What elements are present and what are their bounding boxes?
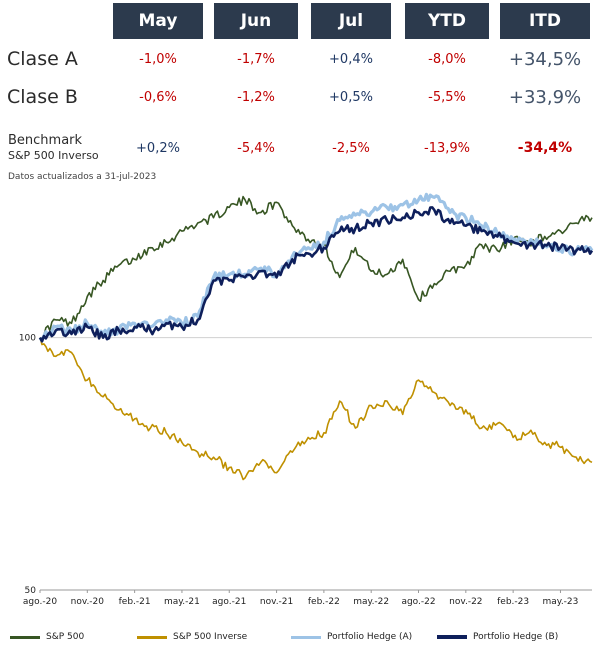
legend-swatch-portfolio-hedge-a [291, 635, 321, 639]
x-tick-label: may.-22 [353, 597, 389, 607]
benchmark-sublabel: S&P 500 Inverso [8, 149, 99, 162]
legend-item-sp500: S&P 500 [10, 630, 84, 644]
header-may: May [113, 3, 203, 39]
y-tick-label-50: 50 [25, 586, 37, 596]
x-tick-label: nov.-21 [260, 597, 293, 607]
clase-b-jun: -1,2% [237, 90, 275, 105]
legend-label-portfolio-hedge-a: Portfolio Hedge (A) [327, 632, 413, 642]
clase-b-may: -0,6% [139, 90, 177, 105]
legend-label-portfolio-hedge-b: Portfolio Hedge (B) [473, 632, 559, 642]
legend-label-sp500: S&P 500 [46, 632, 85, 642]
clase-a-itd: +34,5% [508, 49, 582, 70]
series-line-s-p-500-inverse [39, 337, 593, 481]
x-tick-label: feb.-22 [308, 597, 340, 607]
benchmark-itd: -34,4% [517, 140, 573, 156]
benchmark-ytd: -13,9% [424, 141, 470, 156]
row-label-clase-b: Clase B [7, 86, 78, 108]
clase-b-itd: +33,9% [508, 87, 582, 108]
series-line-portfolio-hedge-b- [38, 206, 594, 343]
clase-b-jul: +0,5% [329, 90, 373, 105]
legend-swatch-portfolio-hedge-b [437, 635, 467, 639]
x-tick-label: may.-23 [543, 597, 579, 607]
legend-item-portfolio-hedge-b: Portfolio Hedge (B) [437, 630, 558, 644]
benchmark-may: +0,2% [136, 141, 180, 156]
legend-item-sp500-inverse: S&P 500 Inverse [137, 630, 247, 644]
benchmark-jun: -5,4% [237, 141, 275, 156]
series-line-s-p-500 [39, 195, 593, 341]
x-tick-label: ago.-21 [212, 597, 246, 607]
y-tick-label-100: 100 [19, 334, 36, 344]
x-tick-label: feb.-23 [497, 597, 529, 607]
legend-swatch-sp500 [10, 635, 40, 639]
clase-a-jun: -1,7% [237, 52, 275, 67]
legend-item-portfolio-hedge-a: Portfolio Hedge (A) [291, 630, 412, 644]
x-tick-label: nov.-22 [449, 597, 482, 607]
x-tick-label: may.-21 [164, 597, 200, 607]
x-tick-label: feb.-21 [119, 597, 151, 607]
series-line-portfolio-hedge-a- [38, 192, 594, 343]
header-jul: Jul [311, 3, 391, 39]
header-itd: ITD [500, 3, 590, 39]
clase-a-jul: +0,4% [329, 52, 373, 67]
x-tick-label: ago.-20 [23, 597, 57, 607]
legend-label-sp500-inverse: S&P 500 Inverse [173, 632, 248, 642]
header-jun: Jun [214, 3, 298, 39]
row-label-clase-a: Clase A [7, 48, 78, 70]
header-ytd: YTD [405, 3, 489, 39]
x-tick-label: ago.-22 [401, 597, 435, 607]
data-date-note: Datos actualizados a 31-jul-2023 [8, 172, 157, 182]
benchmark-jul: -2,5% [332, 141, 370, 156]
benchmark-label: Benchmark [8, 133, 83, 148]
clase-b-ytd: -5,5% [428, 90, 466, 105]
legend-swatch-sp500-inverse [137, 635, 167, 639]
performance-line-chart: 50 100 ago.-20 nov.-20 feb.-21 may.-21 ago.-21… [19, 192, 594, 607]
clase-a-ytd: -8,0% [428, 52, 466, 67]
clase-a-may: -1,0% [139, 52, 177, 67]
x-tick-label: nov.-20 [71, 597, 105, 607]
